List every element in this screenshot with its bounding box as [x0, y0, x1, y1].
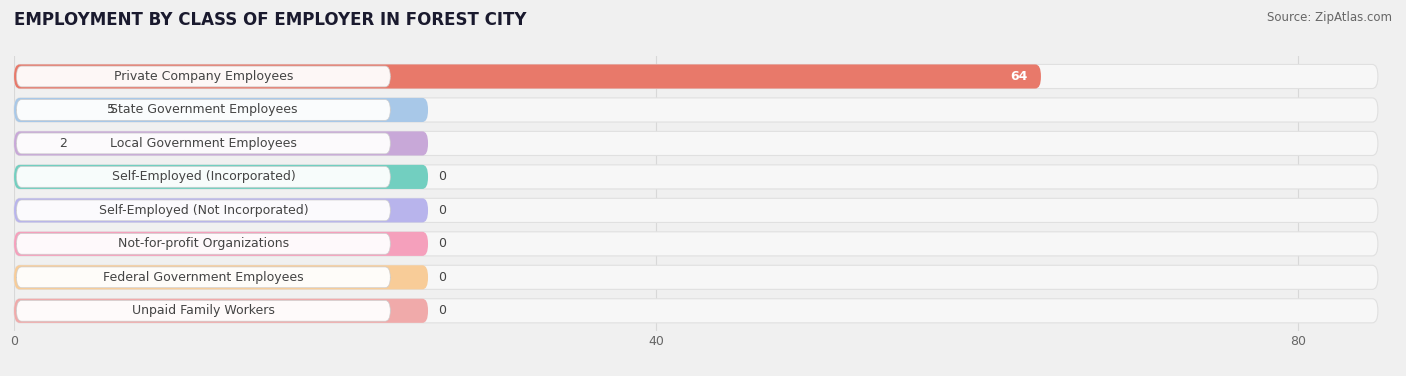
FancyBboxPatch shape: [17, 66, 391, 87]
Text: EMPLOYMENT BY CLASS OF EMPLOYER IN FOREST CITY: EMPLOYMENT BY CLASS OF EMPLOYER IN FORES…: [14, 11, 527, 29]
FancyBboxPatch shape: [14, 232, 427, 256]
FancyBboxPatch shape: [14, 98, 1378, 122]
FancyBboxPatch shape: [17, 200, 391, 221]
FancyBboxPatch shape: [17, 233, 391, 254]
FancyBboxPatch shape: [14, 64, 1378, 88]
Text: Local Government Employees: Local Government Employees: [110, 137, 297, 150]
Text: State Government Employees: State Government Employees: [110, 103, 297, 117]
Text: 0: 0: [437, 170, 446, 183]
Text: Federal Government Employees: Federal Government Employees: [103, 271, 304, 284]
Text: 0: 0: [437, 204, 446, 217]
FancyBboxPatch shape: [14, 299, 1378, 323]
FancyBboxPatch shape: [17, 100, 391, 120]
FancyBboxPatch shape: [14, 165, 1378, 189]
FancyBboxPatch shape: [17, 300, 391, 321]
Text: 2: 2: [59, 137, 67, 150]
FancyBboxPatch shape: [14, 131, 1378, 156]
Text: 0: 0: [437, 271, 446, 284]
Text: Private Company Employees: Private Company Employees: [114, 70, 292, 83]
FancyBboxPatch shape: [14, 198, 1378, 223]
FancyBboxPatch shape: [14, 64, 1040, 88]
FancyBboxPatch shape: [14, 232, 1378, 256]
FancyBboxPatch shape: [14, 299, 427, 323]
FancyBboxPatch shape: [14, 98, 427, 122]
Text: 5: 5: [107, 103, 115, 117]
FancyBboxPatch shape: [17, 267, 391, 288]
Text: Self-Employed (Not Incorporated): Self-Employed (Not Incorporated): [98, 204, 308, 217]
Text: 64: 64: [1011, 70, 1028, 83]
FancyBboxPatch shape: [14, 198, 427, 223]
Text: 0: 0: [437, 304, 446, 317]
Text: Unpaid Family Workers: Unpaid Family Workers: [132, 304, 274, 317]
Text: Source: ZipAtlas.com: Source: ZipAtlas.com: [1267, 11, 1392, 24]
FancyBboxPatch shape: [14, 265, 427, 290]
FancyBboxPatch shape: [17, 167, 391, 187]
FancyBboxPatch shape: [14, 131, 427, 156]
Text: Not-for-profit Organizations: Not-for-profit Organizations: [118, 237, 290, 250]
FancyBboxPatch shape: [17, 133, 391, 154]
Text: Self-Employed (Incorporated): Self-Employed (Incorporated): [111, 170, 295, 183]
Text: 0: 0: [437, 237, 446, 250]
FancyBboxPatch shape: [14, 165, 427, 189]
FancyBboxPatch shape: [14, 265, 1378, 290]
